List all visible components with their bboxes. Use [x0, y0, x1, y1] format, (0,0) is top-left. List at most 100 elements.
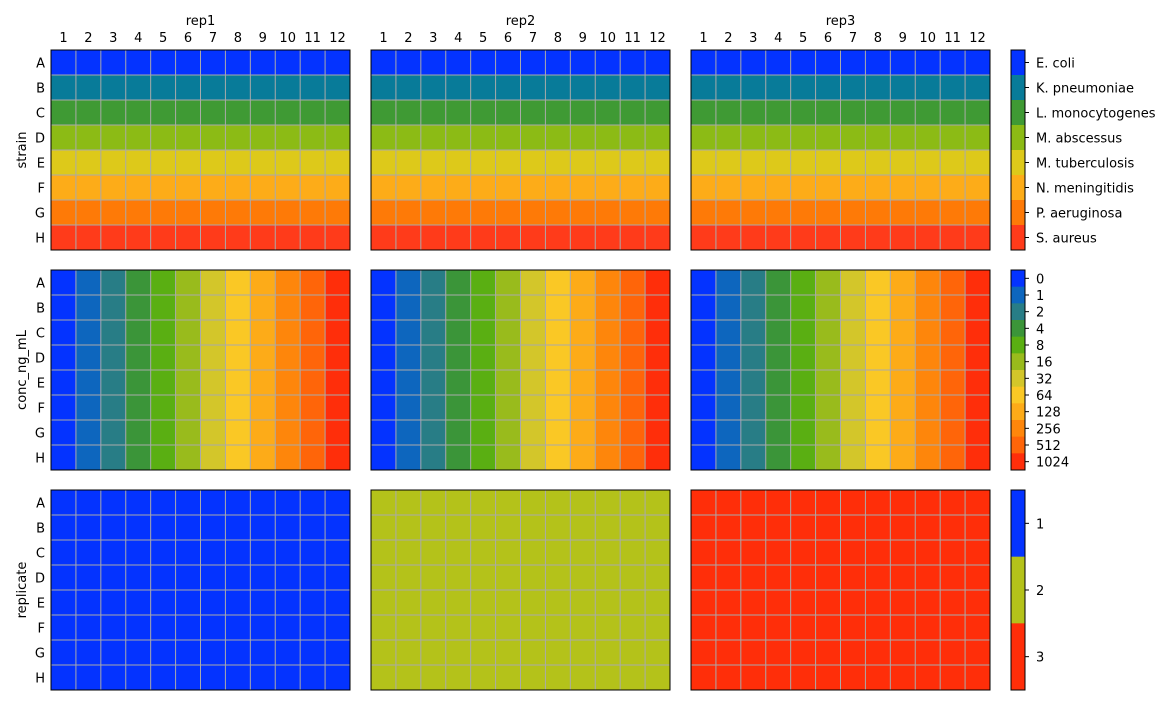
- colorbar-swatch: [1011, 150, 1025, 176]
- column-tick-label: 4: [774, 31, 782, 46]
- colorbar-label: 2: [1036, 584, 1044, 599]
- row-tick-label: C: [36, 547, 45, 562]
- colorbar-label: 64: [1036, 389, 1053, 404]
- column-tick-label: 6: [824, 31, 832, 46]
- column-tick-label: 10: [599, 31, 616, 46]
- plate-frame: [370, 489, 671, 691]
- column-tick-label: 3: [109, 31, 117, 46]
- column-tick-label: 5: [799, 31, 807, 46]
- column-tick-label: 2: [404, 31, 412, 46]
- row-tick-label: D: [35, 352, 45, 367]
- plate-heatmap: [50, 49, 351, 251]
- colorbar-swatch: [1011, 436, 1025, 454]
- colorbar-swatch: [1011, 320, 1025, 338]
- colorbar-swatch: [1011, 303, 1025, 321]
- row-tick-label: D: [35, 572, 45, 587]
- colorbar-label: 1: [1036, 517, 1044, 532]
- colorbar-label: 1: [1036, 289, 1044, 304]
- colorbar-label: 512: [1036, 439, 1061, 454]
- column-tick-label: 7: [529, 31, 537, 46]
- colorbar-label: S. aureus: [1036, 232, 1097, 247]
- plate-heatmap: [690, 489, 991, 691]
- colorbar-swatch: [1011, 403, 1025, 421]
- plate-frame: [370, 269, 671, 471]
- plate-frame: [690, 269, 991, 471]
- column-tick-label: 7: [849, 31, 857, 46]
- plate-frame: [50, 49, 351, 251]
- column-tick-label: 3: [749, 31, 757, 46]
- column-tick-label: 3: [429, 31, 437, 46]
- row-tick-label: D: [35, 132, 45, 147]
- column-tick-label: 10: [279, 31, 296, 46]
- row-tick-label: F: [38, 622, 45, 637]
- plate-frame: [370, 49, 671, 251]
- plate-frame: [50, 489, 351, 691]
- column-tick-label: 2: [724, 31, 732, 46]
- row-tick-label: H: [35, 232, 45, 247]
- colorbar-label: M. tuberculosis: [1036, 157, 1134, 172]
- colorbar-label: 128: [1036, 406, 1061, 421]
- colorbar-label: 8: [1036, 339, 1044, 354]
- colorbar-label: 32: [1036, 372, 1053, 387]
- colorbar-label: 1024: [1036, 456, 1069, 471]
- column-tick-label: 11: [304, 31, 321, 46]
- colorbar: E. coli K. pneumoniae L. monocytogenes M. a…: [1010, 49, 1156, 251]
- row-tick-label: A: [36, 497, 45, 512]
- plate-heatmap: [370, 49, 671, 251]
- colorbar-swatch: [1011, 623, 1025, 691]
- row-tick-label: G: [35, 207, 45, 222]
- colorbar-swatch: [1011, 490, 1025, 558]
- colorbar-frame: [1010, 49, 1026, 251]
- colorbar-label: N. meningitidis: [1036, 182, 1134, 197]
- column-tick-label: 6: [504, 31, 512, 46]
- colorbar-swatch: [1011, 100, 1025, 126]
- colorbar-label: K. pneumoniae: [1036, 82, 1134, 97]
- column-tick-label: 5: [479, 31, 487, 46]
- column-tick-label: 11: [624, 31, 641, 46]
- colorbar-label: E. coli: [1036, 57, 1075, 72]
- column-tick-label: 8: [234, 31, 242, 46]
- colorbar-label: L. monocytogenes: [1036, 107, 1156, 122]
- colorbar: 1 2 3: [1010, 489, 1044, 691]
- plate-frame: [50, 269, 351, 471]
- row-tick-label: H: [35, 452, 45, 467]
- colorbar-label: 16: [1036, 356, 1053, 371]
- colorbar-label: 4: [1036, 322, 1044, 337]
- colorbar-label: 0: [1036, 272, 1044, 287]
- plate-title: rep3: [826, 14, 856, 29]
- plate-heatmap: [370, 489, 671, 691]
- column-tick-label: 2: [84, 31, 92, 46]
- row-tick-label: E: [37, 377, 45, 392]
- colorbar-swatch: [1011, 370, 1025, 388]
- panel-ylabel: replicate: [15, 562, 30, 619]
- colorbar-swatch: [1011, 175, 1025, 201]
- plate-frame: [690, 49, 991, 251]
- panel-ylabel: conc_ng_mL: [15, 329, 30, 410]
- plate-heatmap: [690, 49, 991, 251]
- panel-ylabel: strain: [15, 131, 30, 168]
- row-tick-label: F: [38, 182, 45, 197]
- row-tick-label: B: [36, 522, 45, 537]
- plate-title: rep2: [506, 14, 536, 29]
- column-tick-label: 9: [259, 31, 267, 46]
- colorbar-swatch: [1011, 50, 1025, 76]
- row-tick-label: E: [37, 597, 45, 612]
- row-tick-label: A: [36, 57, 45, 72]
- plate-heatmap: [50, 489, 351, 691]
- colorbar-swatch: [1011, 353, 1025, 371]
- column-tick-label: 12: [969, 31, 986, 46]
- row-tick-label: C: [36, 107, 45, 122]
- row-tick-label: F: [38, 402, 45, 417]
- colorbar-frame: [1010, 489, 1026, 691]
- column-tick-label: 1: [379, 31, 387, 46]
- plate-frame: [690, 489, 991, 691]
- column-tick-label: 12: [329, 31, 346, 46]
- colorbar-swatch: [1011, 225, 1025, 251]
- column-tick-label: 7: [209, 31, 217, 46]
- plate-heatmap: [690, 269, 991, 471]
- row-tick-label: E: [37, 157, 45, 172]
- colorbar-label: 256: [1036, 422, 1061, 437]
- colorbar-swatch: [1011, 386, 1025, 404]
